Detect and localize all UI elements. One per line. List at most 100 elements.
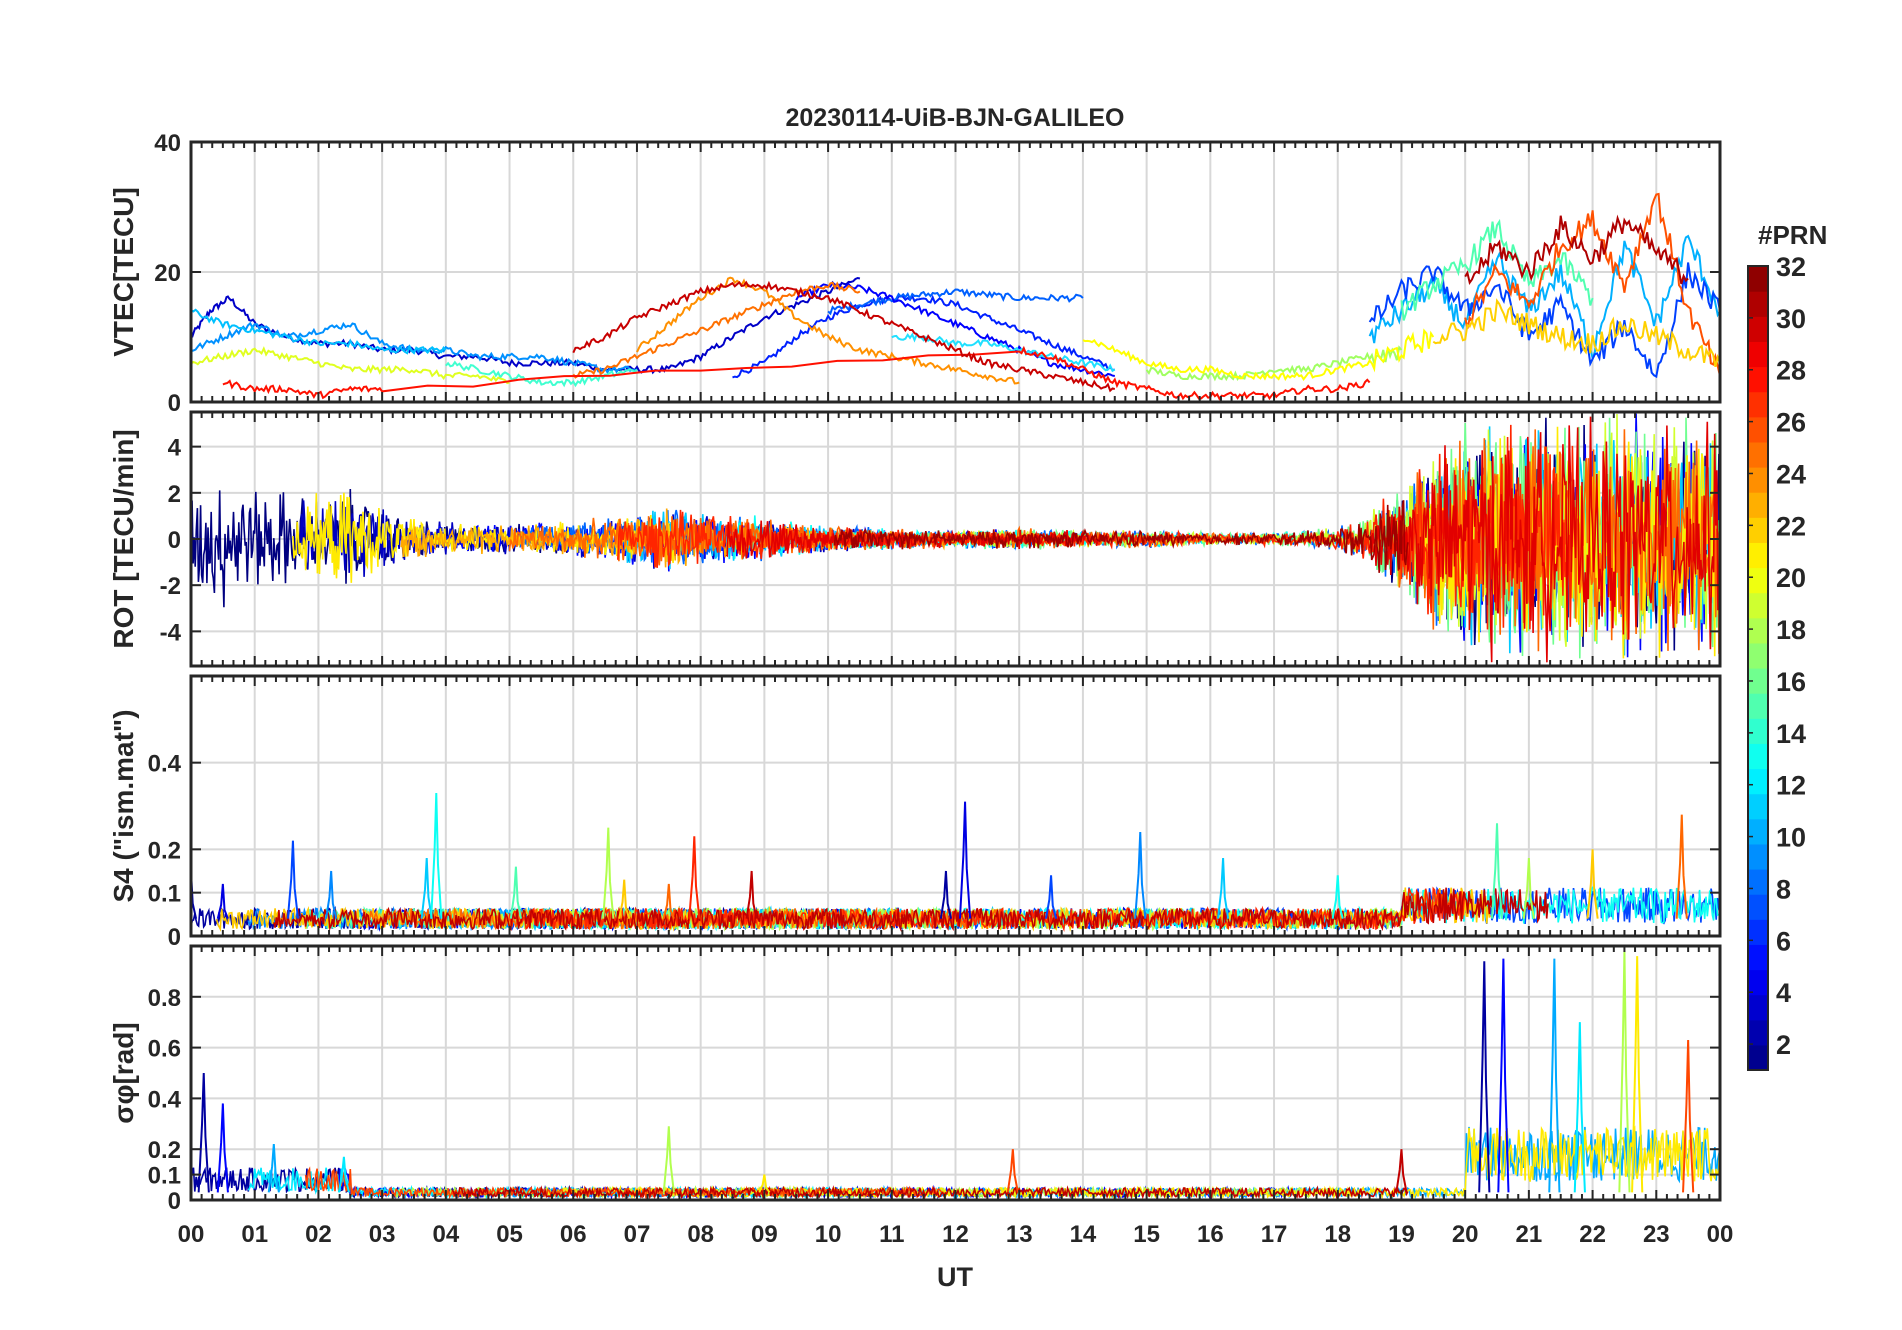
- y-tick-label: 4: [168, 435, 182, 462]
- vtec-series-prn-14: [445, 360, 638, 388]
- y-tick-label: 20: [154, 260, 181, 287]
- y-tick-label: -4: [160, 619, 182, 646]
- colorbar-cell: [1748, 1019, 1768, 1046]
- colorbar-cell: [1748, 316, 1768, 342]
- s4-spike: [216, 883, 229, 920]
- colorbar-tick-label: 18: [1776, 615, 1806, 645]
- colorbar-tick-label: 6: [1776, 926, 1791, 956]
- rot-series-prn-8: [515, 466, 1473, 626]
- vtec-series-prn-21: [1082, 328, 1435, 382]
- x-tick-label: 00: [1707, 1221, 1734, 1248]
- y-tick-label: 40: [154, 130, 181, 157]
- x-tick-label: 06: [560, 1221, 587, 1248]
- x-tick-label: 16: [1197, 1221, 1224, 1248]
- colorbar-tick-label: 10: [1776, 823, 1806, 853]
- vtec-series-prn-4: [732, 294, 1116, 379]
- colorbar-cell: [1748, 416, 1768, 443]
- colorbar-cell: [1748, 969, 1768, 996]
- colorbar-cell: [1748, 894, 1768, 920]
- y-axis-label-s4: S4 ("ism.mat"): [108, 709, 139, 902]
- colorbar-frame: [1747, 265, 1769, 1071]
- x-tick-label: 20: [1452, 1221, 1479, 1248]
- s4-spike: [325, 870, 338, 919]
- s4-spike: [509, 866, 522, 919]
- sigma_phi-spike: [337, 1156, 350, 1193]
- colorbar-cell: [1748, 1044, 1768, 1071]
- sigma_phi-spike: [267, 1144, 280, 1193]
- x-tick-label: 21: [1516, 1221, 1543, 1248]
- vtec-series-prn-30: [572, 280, 1116, 393]
- colorbar-cell: [1748, 366, 1768, 393]
- s4-spike: [286, 840, 300, 919]
- y-tick-label: 0: [168, 1188, 181, 1215]
- x-tick-label: 01: [241, 1221, 268, 1248]
- vtec-series-prn-18: [1145, 345, 1403, 382]
- y-tick-label: 0.6: [148, 1036, 181, 1063]
- panel-data: [191, 413, 1720, 663]
- x-tick-label: 10: [815, 1221, 842, 1248]
- y-tick-label: 0.4: [148, 1086, 182, 1113]
- sigma_phi-spike: [758, 1174, 771, 1193]
- colorbar-tick-label: 22: [1776, 511, 1806, 541]
- x-tick-label: 18: [1324, 1221, 1351, 1248]
- colorbar-tick-label: 8: [1776, 874, 1791, 904]
- x-tick-label: 07: [624, 1221, 651, 1248]
- s4-spike: [420, 857, 433, 919]
- vtec-series-prn-28: [222, 345, 1371, 401]
- colorbar-tick-label: 4: [1776, 978, 1791, 1008]
- s4-spike: [688, 836, 701, 919]
- chart-title: 20230114-UiB-BJN-GALILEO: [785, 104, 1124, 132]
- colorbar-cell: [1748, 592, 1768, 619]
- s4-spike: [745, 870, 758, 919]
- colorbar-cell: [1748, 617, 1768, 644]
- sigma_phi-spike: [1573, 1022, 1586, 1193]
- vtec-series-prn-22: [1432, 298, 1720, 368]
- colorbar-tick-label: 2: [1776, 1030, 1791, 1060]
- x-tick-label: 12: [942, 1221, 969, 1248]
- s4-spike: [1490, 823, 1504, 919]
- x-tick-label: 19: [1388, 1221, 1415, 1248]
- colorbar-cell: [1748, 517, 1768, 543]
- colorbar-tick-label: 14: [1776, 719, 1806, 749]
- colorbar-cell: [1748, 743, 1768, 770]
- colorbar-cell: [1748, 391, 1768, 418]
- sigma_phi-spike: [1006, 1149, 1019, 1193]
- x-axis-label: UT: [937, 1262, 973, 1292]
- panel-s4: 0 0.1 0.2 0.4 S4 ("ism.mat"): [108, 674, 1722, 951]
- rot-series-prn-29: [1368, 416, 1720, 663]
- vtec-series-prn-31: [1464, 214, 1689, 285]
- panel-rot: -4 -2 0 2 4 ROT [TECU/min]: [108, 410, 1722, 668]
- colorbar-cell: [1748, 919, 1768, 945]
- panel-sigma_phi: 00.10.2 0.4 0.6 0.8 σφ[rad]: [108, 944, 1722, 1215]
- sigma_phi-spike: [1631, 956, 1644, 1193]
- sigma_phi-spike: [197, 1072, 210, 1193]
- panel-data: [191, 951, 1720, 1200]
- y-tick-label: 0.1: [148, 1163, 181, 1190]
- y-tick-label: 0: [168, 924, 181, 951]
- vtec-series-prn-6: [827, 288, 1084, 316]
- sigma_phi-spike: [1548, 958, 1561, 1193]
- colorbar-cell: [1748, 718, 1768, 744]
- colorbar-cell: [1748, 843, 1768, 870]
- colorbar-cell: [1748, 492, 1768, 518]
- x-tick-label: 23: [1643, 1221, 1670, 1248]
- y-tick-label: 0.4: [148, 751, 182, 778]
- s4-spike: [1586, 849, 1599, 919]
- rot-series-prn-31: [833, 500, 1409, 573]
- colorbar-tick-label: 32: [1776, 252, 1806, 282]
- vtec-series-prn-25: [572, 281, 861, 379]
- panel-data: [191, 792, 1720, 933]
- x-tick-label: 04: [432, 1221, 459, 1248]
- vtec-series-prn-24: [636, 276, 1020, 385]
- sigma_phi-spike: [662, 1126, 675, 1193]
- s4-spike: [1044, 875, 1058, 919]
- colorbar-cell: [1748, 793, 1768, 820]
- x-tick-label: 05: [496, 1221, 523, 1248]
- s4-spike: [1331, 875, 1344, 919]
- s4-spike: [662, 883, 675, 920]
- s4-series-prn-30: [273, 887, 1549, 933]
- vtec-series-prn-12: [891, 332, 1116, 373]
